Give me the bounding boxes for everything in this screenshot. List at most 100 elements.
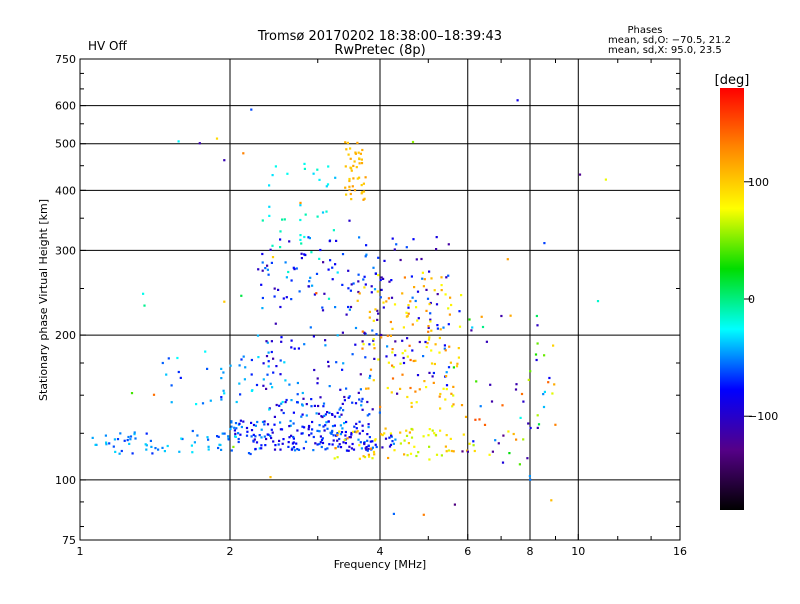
- data-point: [353, 189, 357, 192]
- data-point: [300, 415, 303, 418]
- data-point: [242, 355, 245, 358]
- data-point: [410, 436, 414, 439]
- data-point: [474, 418, 477, 421]
- data-point: [407, 442, 410, 445]
- colorbar-label: [deg]: [715, 73, 750, 88]
- data-point: [371, 408, 374, 411]
- data-point: [442, 326, 445, 329]
- data-point: [324, 413, 327, 416]
- data-point: [190, 444, 193, 447]
- data-point: [249, 452, 252, 456]
- data-point: [238, 364, 241, 367]
- data-point: [278, 404, 281, 407]
- data-point: [299, 234, 302, 237]
- data-point: [331, 278, 334, 281]
- data-point: [431, 375, 434, 378]
- x-axis-ticks: 1 2 4 6 8 10 16: [77, 59, 687, 558]
- data-point: [405, 434, 409, 437]
- data-point: [284, 261, 287, 264]
- data-point: [354, 151, 357, 154]
- data-point: [272, 357, 275, 360]
- data-point: [328, 443, 331, 446]
- data-point: [112, 445, 115, 448]
- data-point: [304, 440, 308, 443]
- data-point: [339, 433, 342, 436]
- data-point: [427, 338, 431, 341]
- data-point: [266, 268, 269, 271]
- data-point: [267, 360, 270, 363]
- data-point: [356, 141, 359, 144]
- data-point: [350, 283, 353, 286]
- data-point: [237, 440, 240, 444]
- data-point: [323, 292, 326, 295]
- data-point: [432, 381, 435, 384]
- data-point: [292, 422, 295, 425]
- data-point: [334, 263, 337, 266]
- data-point: [334, 306, 337, 309]
- data-point: [402, 326, 405, 329]
- data-point: [386, 334, 389, 337]
- data-point: [360, 447, 363, 450]
- data-point: [471, 326, 474, 329]
- data-point: [357, 391, 360, 394]
- data-point: [452, 450, 455, 453]
- data-point: [287, 270, 290, 274]
- y-tick-label: 75: [62, 534, 76, 547]
- data-point: [356, 177, 359, 180]
- data-point: [410, 405, 413, 408]
- data-point: [445, 371, 448, 374]
- data-point: [359, 388, 362, 391]
- data-point: [445, 450, 448, 453]
- data-point: [310, 405, 313, 408]
- data-point: [387, 297, 390, 300]
- data-point: [394, 340, 397, 343]
- data-point: [275, 365, 278, 368]
- data-point: [242, 152, 245, 155]
- data-point: [372, 379, 375, 382]
- data-point: [402, 356, 405, 360]
- data-point: [361, 340, 364, 343]
- data-point: [279, 373, 282, 376]
- data-point: [311, 428, 314, 431]
- data-point: [429, 301, 432, 305]
- data-point: [440, 289, 443, 292]
- data-point: [447, 307, 450, 310]
- data-point: [485, 340, 488, 343]
- data-point: [380, 288, 383, 291]
- data-point: [293, 268, 296, 271]
- data-point: [357, 438, 360, 441]
- data-point: [240, 294, 243, 297]
- data-point: [440, 284, 443, 287]
- data-point: [327, 165, 330, 168]
- data-point: [414, 359, 417, 362]
- data-point: [403, 276, 406, 279]
- data-point: [430, 277, 433, 280]
- data-point: [280, 336, 283, 339]
- data-point: [435, 303, 439, 306]
- data-point: [343, 399, 346, 402]
- data-point: [273, 448, 277, 451]
- data-point: [193, 441, 196, 444]
- data-point: [450, 303, 453, 307]
- data-point: [376, 318, 379, 321]
- data-point: [412, 238, 415, 241]
- data-point: [390, 391, 393, 394]
- data-point: [321, 211, 325, 214]
- data-point: [335, 434, 338, 437]
- data-point: [316, 168, 319, 171]
- data-point: [368, 436, 371, 439]
- data-point: [349, 157, 352, 160]
- data-point: [286, 172, 289, 175]
- data-point: [352, 430, 355, 433]
- data-point: [389, 432, 392, 435]
- data-point: [358, 162, 361, 165]
- data-point: [268, 184, 271, 187]
- data-point: [321, 306, 324, 309]
- data-point: [379, 296, 382, 299]
- data-point: [318, 178, 321, 181]
- data-point: [273, 415, 276, 418]
- data-point: [369, 368, 373, 371]
- data-point: [435, 248, 438, 251]
- data-point: [368, 310, 371, 313]
- data-point: [123, 439, 126, 442]
